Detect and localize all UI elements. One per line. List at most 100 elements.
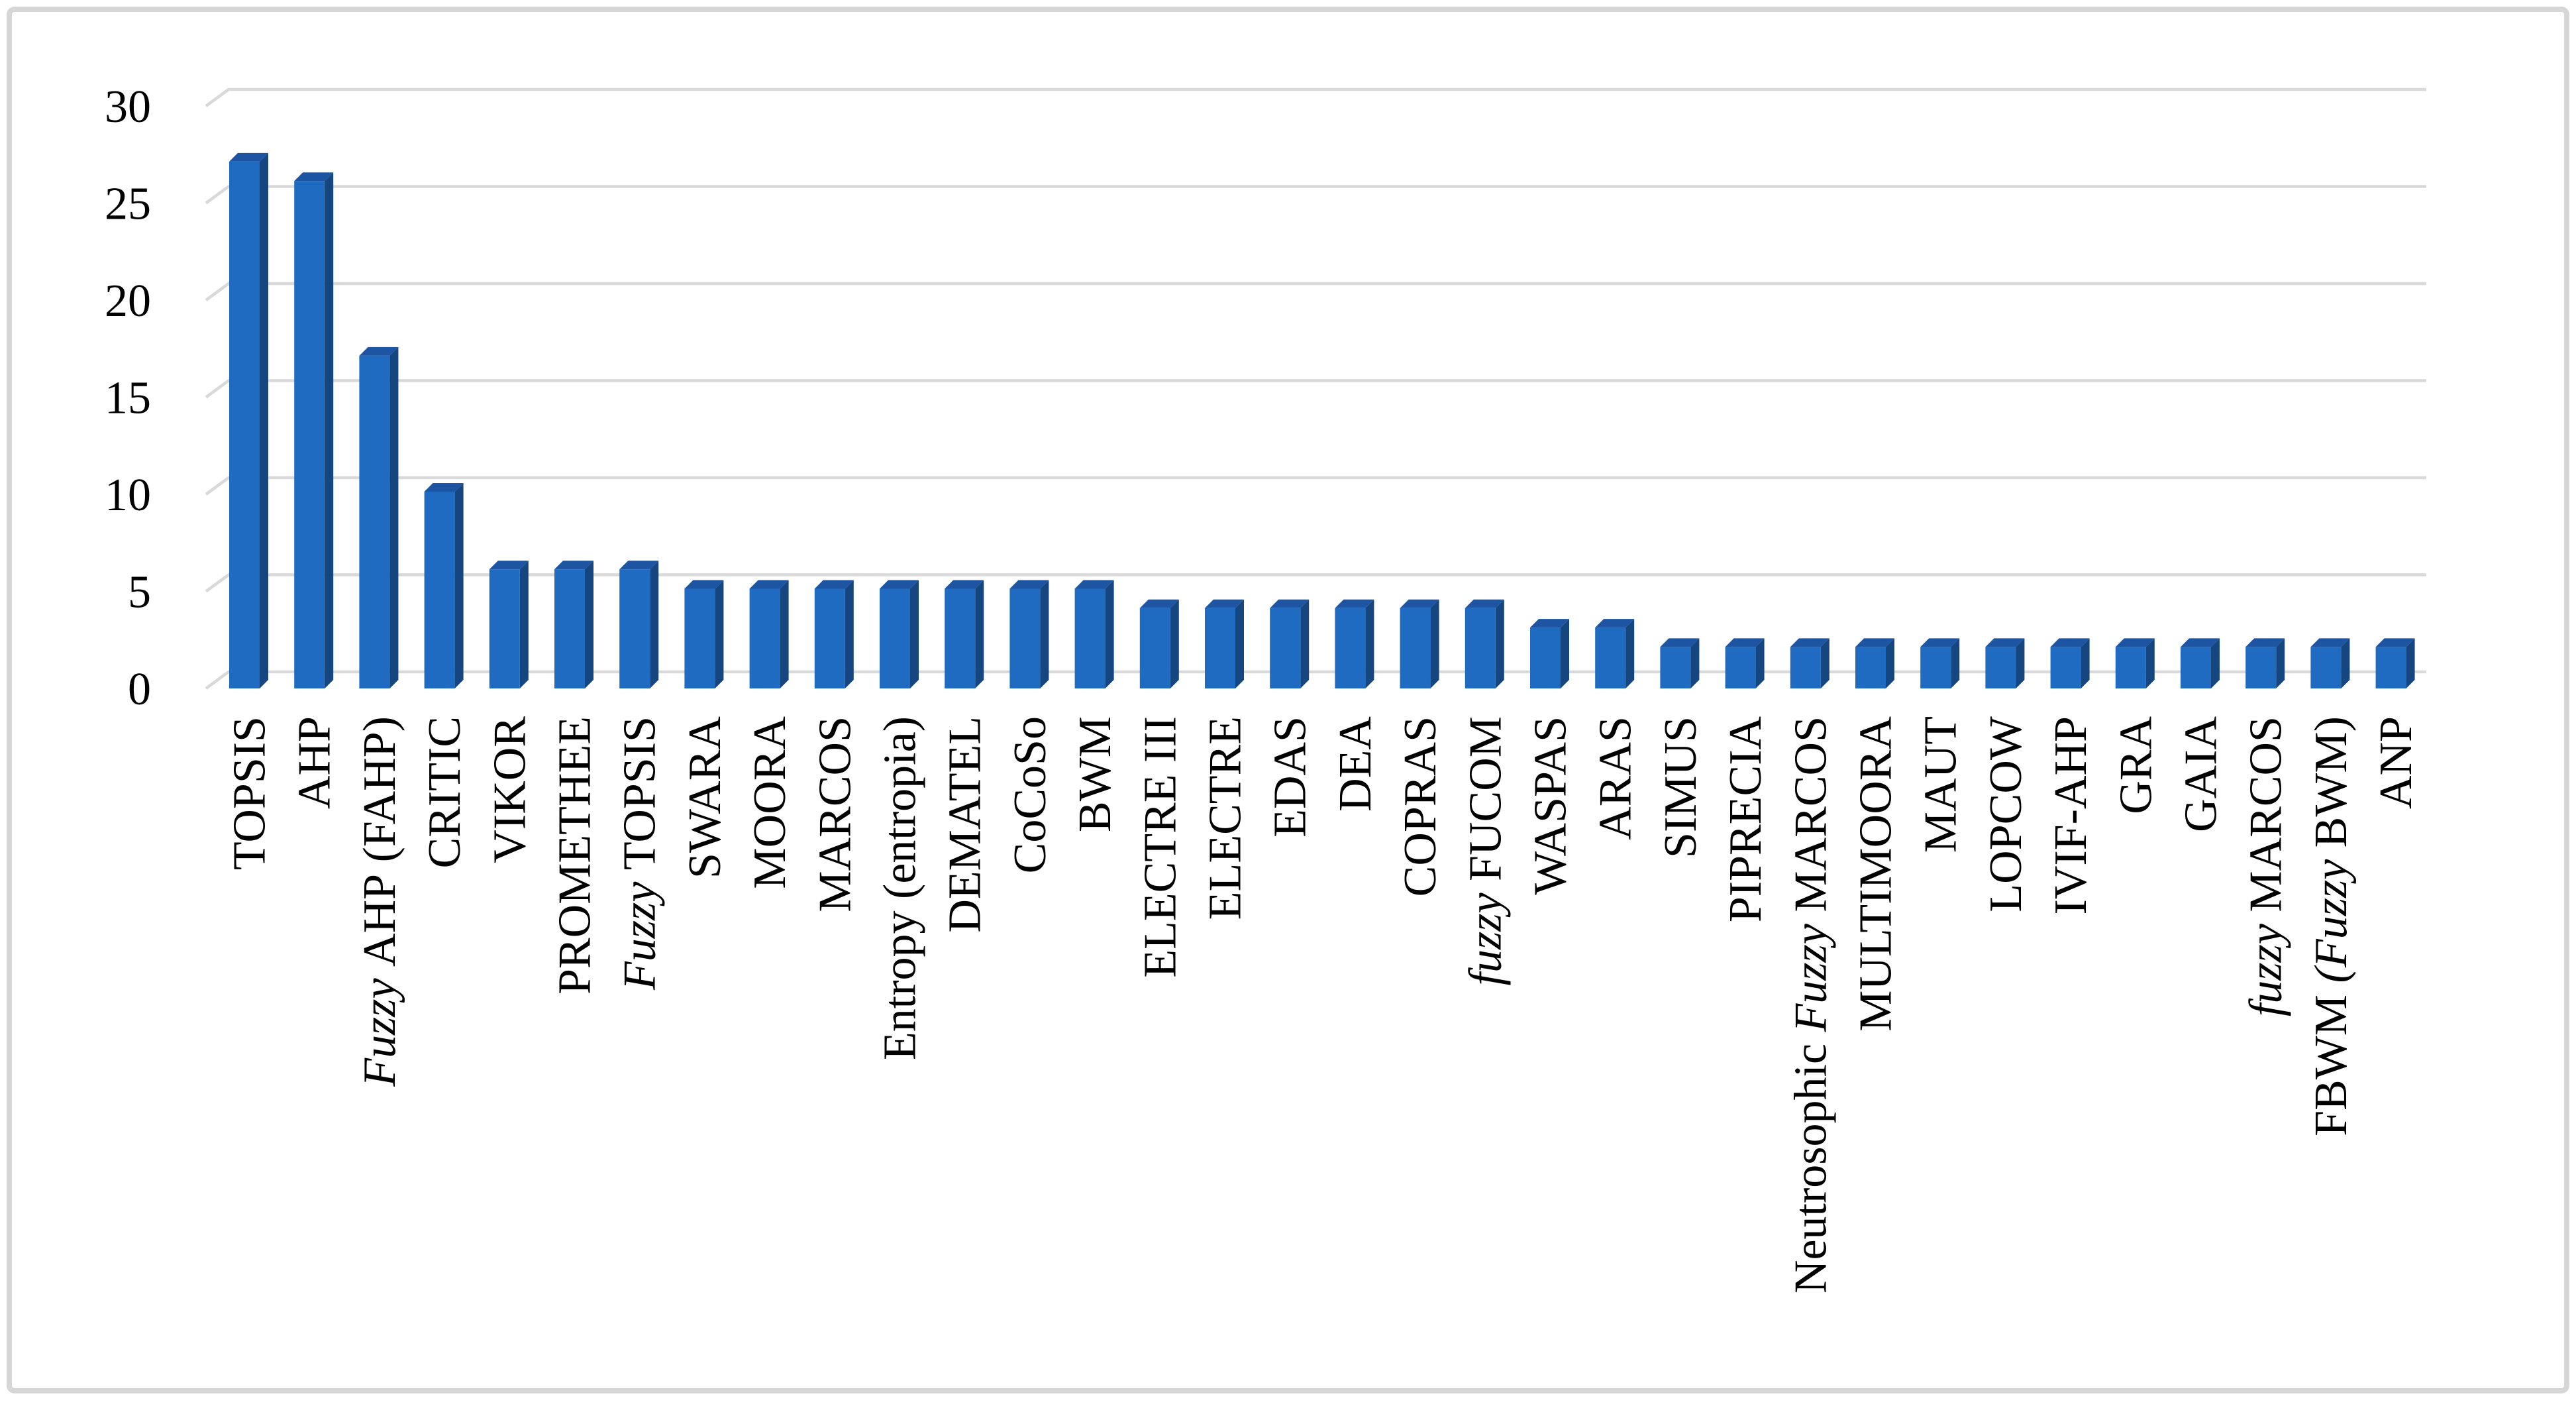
x-axis-category-label: TOPSIS <box>225 716 276 870</box>
x-axis-category-label: DEMATEL <box>940 716 991 933</box>
bar-top-face <box>1139 599 1179 608</box>
x-axis-label-token: (FAHP) <box>354 716 405 862</box>
bar-top-face <box>1855 638 1894 647</box>
bar-side-face <box>2081 638 2090 688</box>
bar-side-face <box>519 561 529 688</box>
x-axis-category-label: MULTIMOORA <box>1851 716 1902 1032</box>
bar-front-face <box>2115 647 2146 688</box>
bar-top-face <box>814 580 854 589</box>
bar-top-face <box>684 580 724 589</box>
figure-border <box>7 7 2569 1393</box>
bar-front-face <box>1725 647 1756 688</box>
bar-side-face <box>1300 599 1310 688</box>
bar-front-face <box>945 588 976 688</box>
bar <box>1595 619 1635 688</box>
bar-front-face <box>619 569 650 688</box>
x-axis-label-token: fuzzy <box>1460 881 1511 986</box>
x-axis-label-token: fuzzy <box>2241 912 2292 1017</box>
bar-top-face <box>2181 638 2220 647</box>
bar-front-face <box>2375 647 2406 688</box>
bar-side-face <box>2406 638 2415 688</box>
x-axis-label-token: FBWM <box>2306 983 2357 1136</box>
bar-front-face <box>554 569 585 688</box>
x-axis-category-label: AHP <box>289 716 340 809</box>
bar <box>684 580 724 688</box>
bar-front-face <box>749 588 780 688</box>
gridline <box>205 573 2426 593</box>
bar-top-face <box>749 580 789 589</box>
bar-front-face <box>1920 647 1951 688</box>
bar <box>1009 580 1049 688</box>
bar <box>1660 638 1700 688</box>
bar-top-face <box>1660 638 1700 647</box>
x-axis-label-token: DEA <box>1330 716 1381 812</box>
bar-front-face <box>1074 588 1106 688</box>
x-axis-category-label: WASPAS <box>1525 716 1576 895</box>
bar-side-face <box>389 347 399 688</box>
x-axis-label-token: TOPSIS <box>225 716 276 870</box>
x-axis-label-token: Fuzzy <box>615 870 666 991</box>
bar <box>1400 599 1439 688</box>
x-axis-label-token: WASPAS <box>1525 716 1576 895</box>
x-axis-label-token: SIMUS <box>1655 716 1706 858</box>
bar-side-face <box>260 152 268 688</box>
bar-front-face <box>359 355 390 688</box>
bar <box>2310 638 2350 688</box>
bar-side-face <box>454 483 464 688</box>
bar <box>1074 580 1114 688</box>
x-axis-category-label: MAUT <box>1916 716 1967 853</box>
x-axis-label-token: TOPSIS <box>615 716 666 870</box>
bar-top-face <box>1205 599 1244 608</box>
bar-top-face <box>1920 638 1960 647</box>
bar-top-face <box>294 172 334 182</box>
bar-front-face <box>1855 647 1886 688</box>
bar-side-face <box>1170 599 1179 688</box>
y-axis-tick-label: 0 <box>128 664 151 715</box>
bar-top-face <box>619 561 659 570</box>
bar-front-face <box>2245 647 2277 688</box>
bar <box>814 580 854 688</box>
x-axis-label-token: (entropia) <box>875 716 926 899</box>
x-axis-label-token: MARCOS <box>1785 716 1836 912</box>
x-axis-category-label: VIKOR <box>484 716 535 863</box>
bar-top-face <box>1725 638 1765 647</box>
bar-side-face <box>2211 638 2220 688</box>
x-axis-category-label: MOORA <box>745 716 796 889</box>
x-axis-category-label: GAIA <box>2176 716 2227 832</box>
y-axis: 0 5 10 15 20 25 30 <box>105 81 151 715</box>
bar-front-face <box>229 161 260 688</box>
x-axis-label-token: Neutrosophic <box>1785 1032 1836 1293</box>
x-axis-category-label: Entropy (entropia) <box>875 716 926 1060</box>
bar-front-face <box>1335 608 1366 688</box>
bar-side-face <box>2016 638 2025 688</box>
bar <box>1855 638 1894 688</box>
bar <box>554 561 593 688</box>
bar <box>1790 638 1829 688</box>
bar-top-face <box>229 152 268 162</box>
x-axis-label-token: COPRAS <box>1395 716 1446 896</box>
bar-front-face <box>1205 608 1235 688</box>
x-axis-label-token: BWM) <box>2306 716 2357 847</box>
bar-side-face <box>1040 580 1049 688</box>
bar-top-face <box>945 580 984 589</box>
bar-top-face <box>2375 638 2415 647</box>
bar-top-face <box>554 561 593 570</box>
x-axis-category-label: ELECTRE <box>1200 716 1251 920</box>
bar-side-face <box>780 580 789 688</box>
gridline <box>205 476 2426 496</box>
bar-side-face <box>1235 599 1244 688</box>
bar-top-face <box>1985 638 2025 647</box>
bar-top-face <box>1465 599 1504 608</box>
x-axis-label-token: GAIA <box>2176 716 2227 832</box>
bar <box>1465 599 1504 688</box>
bar-front-face <box>2310 647 2342 688</box>
bar <box>2181 638 2220 688</box>
x-axis-category-label: Fuzzy TOPSIS <box>615 716 666 991</box>
bar <box>880 580 919 688</box>
bar-top-face <box>2245 638 2285 647</box>
x-axis-label-token: DEMATEL <box>940 716 991 933</box>
bar-top-face <box>1530 619 1569 628</box>
x-axis-label-token: Entropy <box>875 899 926 1060</box>
bar-top-face <box>1400 599 1439 608</box>
